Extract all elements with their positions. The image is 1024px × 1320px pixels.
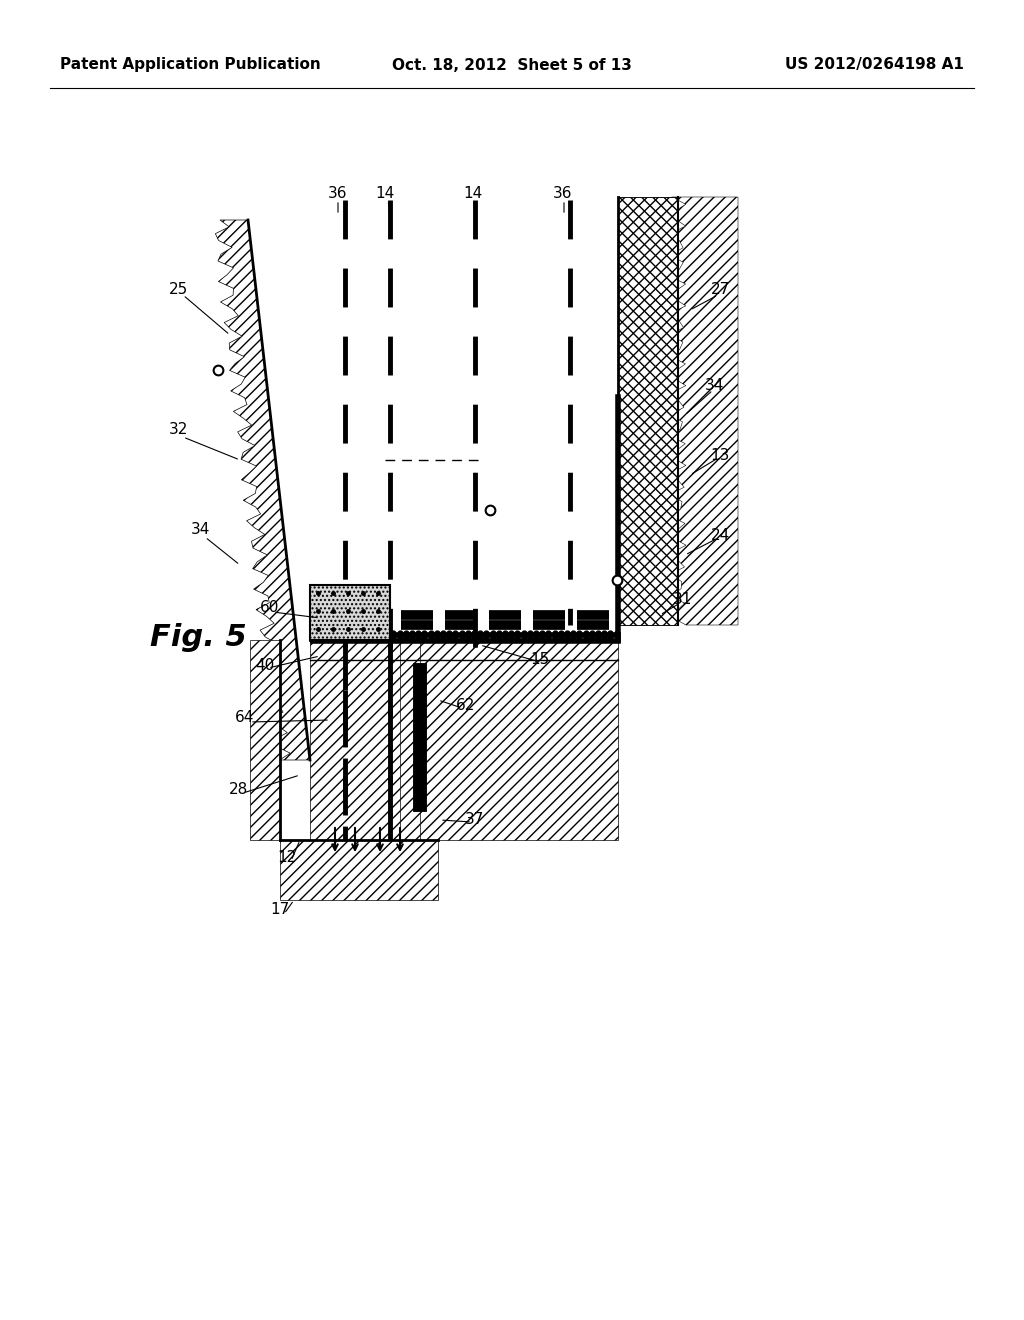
Text: 62: 62	[457, 697, 476, 713]
Text: 64: 64	[236, 710, 255, 726]
Text: 17: 17	[270, 903, 290, 917]
Text: 14: 14	[464, 186, 482, 201]
Bar	[310, 585, 390, 640]
Text: 60: 60	[260, 601, 280, 615]
Text: 32: 32	[168, 422, 187, 437]
Text: 36: 36	[329, 186, 348, 201]
Text: 36: 36	[553, 186, 572, 201]
Text: 37: 37	[465, 813, 484, 828]
Text: 34: 34	[190, 523, 210, 537]
Text: 34: 34	[706, 378, 725, 392]
Text: 14: 14	[376, 186, 394, 201]
Text: 13: 13	[711, 447, 730, 462]
Text: 15: 15	[530, 652, 550, 668]
Polygon shape	[250, 640, 280, 840]
Text: 25: 25	[168, 282, 187, 297]
Text: 28: 28	[228, 783, 248, 797]
Text: Patent Application Publication: Patent Application Publication	[60, 58, 321, 73]
Text: 31: 31	[674, 593, 692, 607]
Text: Oct. 18, 2012  Sheet 5 of 13: Oct. 18, 2012 Sheet 5 of 13	[392, 58, 632, 73]
Polygon shape	[310, 640, 618, 840]
Polygon shape	[215, 220, 310, 760]
Text: 27: 27	[711, 282, 730, 297]
Text: 24: 24	[711, 528, 730, 543]
Polygon shape	[618, 197, 678, 624]
Polygon shape	[280, 840, 438, 900]
Text: 40: 40	[255, 657, 274, 672]
Text: Fig. 5: Fig. 5	[150, 623, 247, 652]
Text: US 2012/0264198 A1: US 2012/0264198 A1	[785, 58, 964, 73]
Polygon shape	[400, 640, 420, 840]
Text: 12: 12	[278, 850, 297, 865]
Polygon shape	[670, 197, 738, 624]
